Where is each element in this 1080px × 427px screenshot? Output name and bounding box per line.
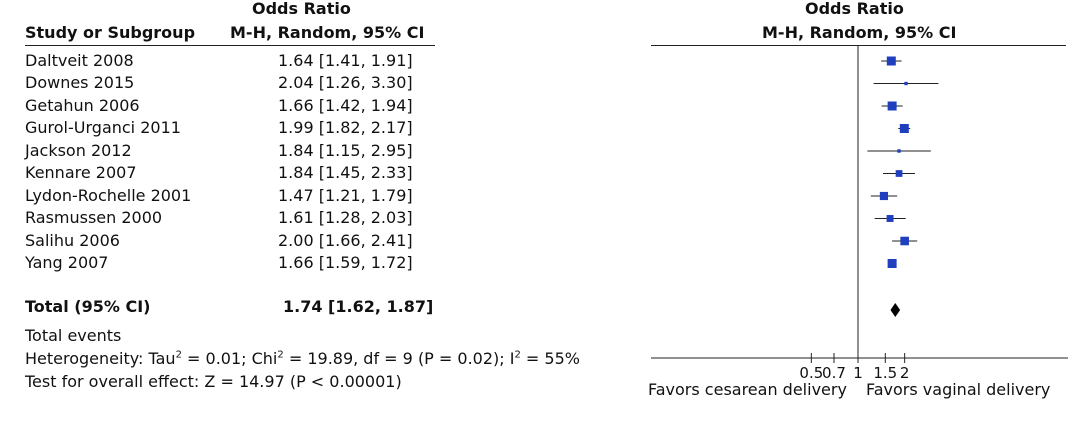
study-ci: 1.66 [1.42, 1.94] bbox=[278, 96, 413, 115]
or-method-header: M-H, Random, 95% CI bbox=[230, 23, 425, 42]
point-estimate-marker bbox=[887, 101, 897, 111]
overall-effect-text: Test for overall effect: Z = 14.97 (P < … bbox=[25, 372, 402, 391]
x-tick-label: 2 bbox=[900, 364, 910, 382]
study-name: Daltveit 2008 bbox=[25, 51, 134, 70]
x-tick-label: 1.5 bbox=[873, 364, 897, 382]
total-events-label: Total events bbox=[25, 326, 122, 345]
study-name: Lydon-Rochelle 2001 bbox=[25, 186, 192, 205]
plot-title: Odds Ratio bbox=[805, 0, 904, 18]
point-estimate-marker bbox=[887, 259, 897, 268]
study-name: Getahun 2006 bbox=[25, 96, 140, 115]
point-estimate-marker bbox=[904, 81, 908, 86]
total-label: Total (95% CI) bbox=[25, 297, 151, 316]
or-column-title: Odds Ratio bbox=[252, 0, 351, 18]
favors-right-label: Favors vaginal delivery bbox=[866, 380, 1051, 399]
study-ci: 2.00 [1.66, 2.41] bbox=[278, 231, 413, 250]
study-name: Gurol-Urganci 2011 bbox=[25, 118, 181, 137]
point-estimate-marker bbox=[897, 149, 901, 153]
study-ci: 1.64 [1.41, 1.91] bbox=[278, 51, 413, 70]
point-estimate-marker bbox=[879, 191, 889, 201]
point-estimate-marker bbox=[886, 56, 896, 66]
point-estimate-marker bbox=[899, 124, 909, 133]
x-tick-label: 0.5 bbox=[799, 364, 823, 382]
favors-left-label: Favors cesarean delivery bbox=[648, 380, 847, 399]
study-ci: 2.04 [1.26, 3.30] bbox=[278, 73, 413, 92]
study-name: Rasmussen 2000 bbox=[25, 208, 163, 227]
point-estimate-marker bbox=[895, 170, 903, 177]
study-name: Jackson 2012 bbox=[25, 141, 132, 160]
study-ci: 1.84 [1.15, 2.95] bbox=[278, 141, 413, 160]
study-name: Yang 2007 bbox=[25, 253, 109, 272]
plot-method-header: M-H, Random, 95% CI bbox=[762, 23, 957, 42]
study-name: Downes 2015 bbox=[25, 73, 135, 92]
x-tick-label: 1 bbox=[853, 364, 863, 382]
study-column-header: Study or Subgroup bbox=[25, 23, 196, 42]
point-estimate-marker bbox=[886, 215, 894, 222]
study-ci: 1.84 [1.45, 2.33] bbox=[278, 163, 413, 182]
plot-header-rule bbox=[651, 45, 1066, 46]
study-ci: 1.66 [1.59, 1.72] bbox=[278, 253, 413, 272]
total-ci: 1.74 [1.62, 1.87] bbox=[283, 297, 434, 316]
study-ci: 1.47 [1.21, 1.79] bbox=[278, 186, 413, 205]
table-header-rule bbox=[25, 45, 435, 46]
study-name: Salihu 2006 bbox=[25, 231, 120, 250]
point-estimate-marker bbox=[900, 236, 909, 246]
heterogeneity-text: Heterogeneity: Tau2 = 0.01; Chi2 = 19.89… bbox=[25, 349, 580, 368]
study-ci: 1.61 [1.28, 2.03] bbox=[278, 208, 413, 227]
pooled-estimate-diamond bbox=[890, 303, 901, 317]
study-ci: 1.99 [1.82, 2.17] bbox=[278, 118, 413, 137]
x-tick-label: 0.7 bbox=[822, 364, 846, 382]
study-name: Kennare 2007 bbox=[25, 163, 137, 182]
